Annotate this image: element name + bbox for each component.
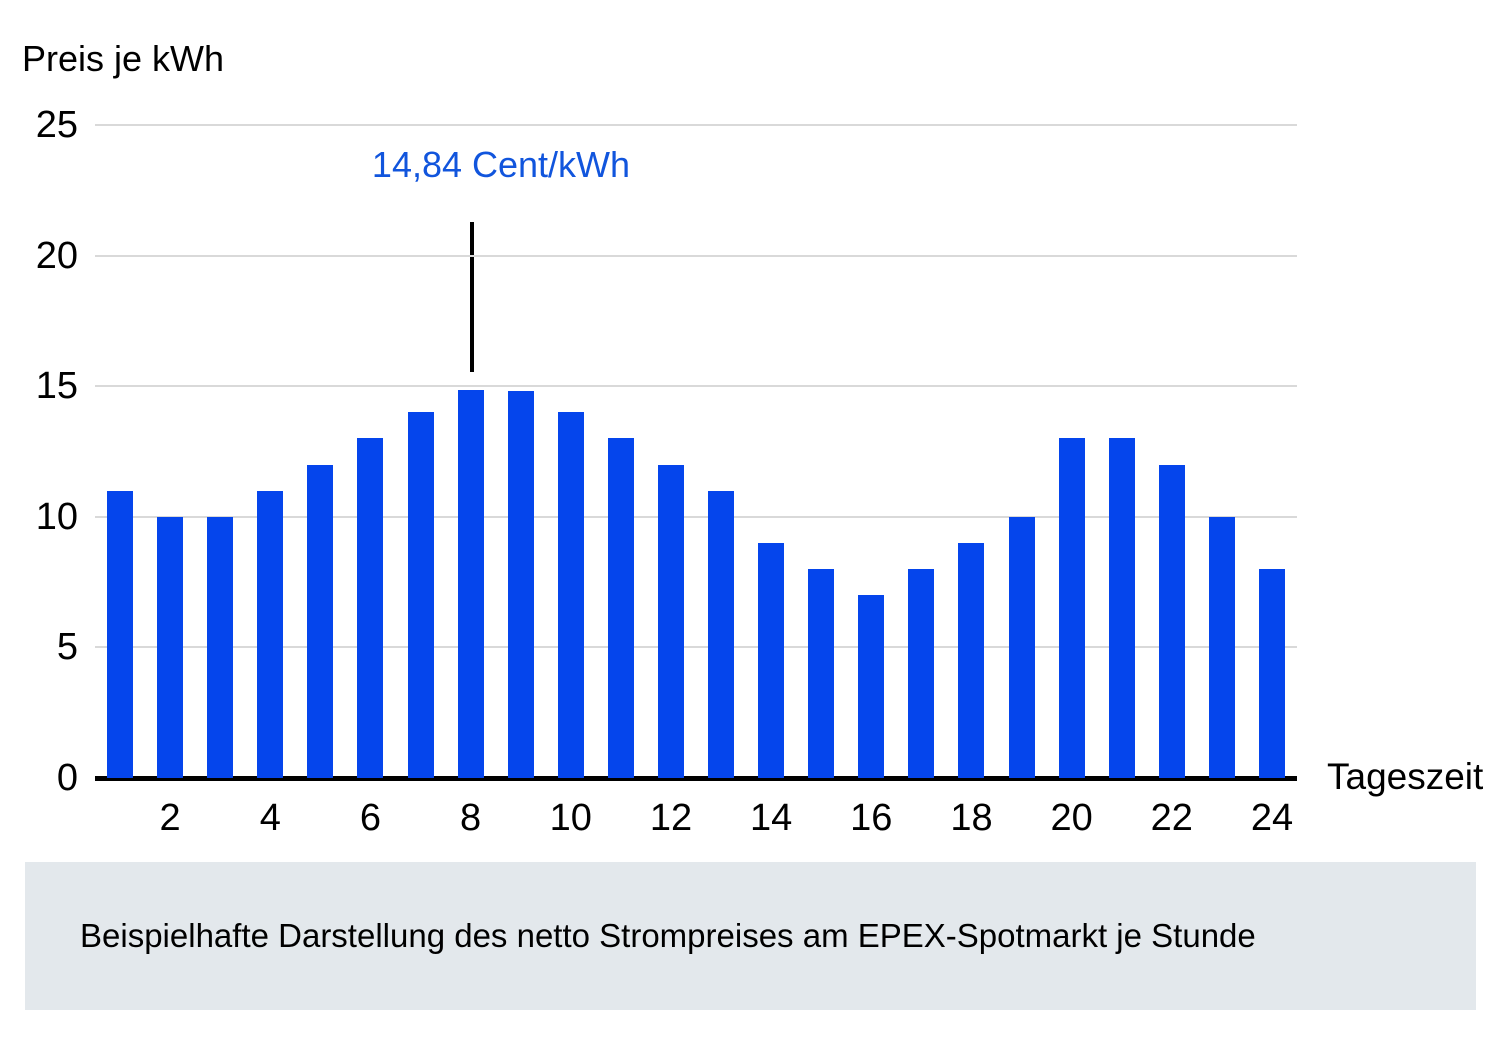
bar-hour-3 xyxy=(207,516,234,778)
x-tick-label-22: 22 xyxy=(1150,797,1193,839)
caption-text: Beispielhafte Darstellung des netto Stro… xyxy=(80,917,1256,954)
x-tick-label-4: 4 xyxy=(259,797,281,839)
x-tick-label-8: 8 xyxy=(460,797,482,839)
gridline-y-15 xyxy=(95,385,1297,388)
x-tick-label-10: 10 xyxy=(549,797,592,839)
gridline-y-25 xyxy=(95,124,1297,126)
bar-hour-13 xyxy=(708,490,735,778)
gridline-y-10 xyxy=(95,515,1297,518)
x-tick-label-16: 16 xyxy=(850,797,893,839)
annotation-pointer-line xyxy=(470,222,474,372)
gridline-y-20 xyxy=(95,254,1297,257)
y-tick-label-10: 10 xyxy=(35,495,78,538)
x-tick-label-18: 18 xyxy=(950,797,993,839)
x-tick-label-6: 6 xyxy=(359,797,382,839)
plot-area: 14,84 Cent/kWh Tageszeit 0 5 10 15 20 25 2 4 6 8 1… xyxy=(35,104,1484,839)
x-axis-title: Tageszeit xyxy=(1327,756,1484,797)
x-axis-line xyxy=(95,776,1297,781)
caption-box: Beispielhafte Darstellung des netto Stro… xyxy=(25,862,1476,1010)
bar-hour-17 xyxy=(908,569,935,778)
bar-hour-5 xyxy=(307,464,334,778)
bar-hour-15 xyxy=(808,569,835,778)
gridline-y-5 xyxy=(95,646,1297,649)
annotation-label: 14,84 Cent/kWh xyxy=(371,144,631,185)
bar-hour-23 xyxy=(1208,516,1235,778)
bar-hour-7 xyxy=(407,412,434,778)
bar-hour-19 xyxy=(1008,516,1035,778)
x-tick-label-20: 20 xyxy=(1050,797,1093,839)
x-tick-label-24: 24 xyxy=(1250,797,1294,839)
bar-hour-1 xyxy=(107,490,134,778)
bar-hour-12 xyxy=(657,464,684,778)
bar-hour-4 xyxy=(257,490,284,778)
bar-hour-6 xyxy=(357,438,384,778)
x-tick-label-2: 2 xyxy=(159,797,181,839)
bar-hour-11 xyxy=(607,438,634,778)
x-tick-label-12: 12 xyxy=(649,797,693,839)
y-tick-label-20: 20 xyxy=(35,234,78,277)
bar-hour-20 xyxy=(1058,438,1085,778)
bar-hour-24 xyxy=(1258,569,1285,778)
chart-title: Preis je kWh xyxy=(22,38,225,79)
bar-hour-16 xyxy=(858,595,885,778)
bar-hour-8 xyxy=(457,390,484,778)
bar-hour-18 xyxy=(958,542,985,778)
bar-hour-22 xyxy=(1158,464,1185,778)
y-tick-label-0: 0 xyxy=(56,757,78,799)
bar-hour-21 xyxy=(1108,438,1135,778)
y-tick-label-15: 15 xyxy=(35,365,78,408)
bar-hour-14 xyxy=(758,542,785,778)
bar-hour-10 xyxy=(557,412,584,778)
y-tick-label-25: 25 xyxy=(35,104,78,146)
y-tick-label-5: 5 xyxy=(56,626,78,669)
bar-hour-2 xyxy=(157,516,184,778)
bar-hour-9 xyxy=(507,391,534,778)
x-tick-label-14: 14 xyxy=(749,797,793,839)
